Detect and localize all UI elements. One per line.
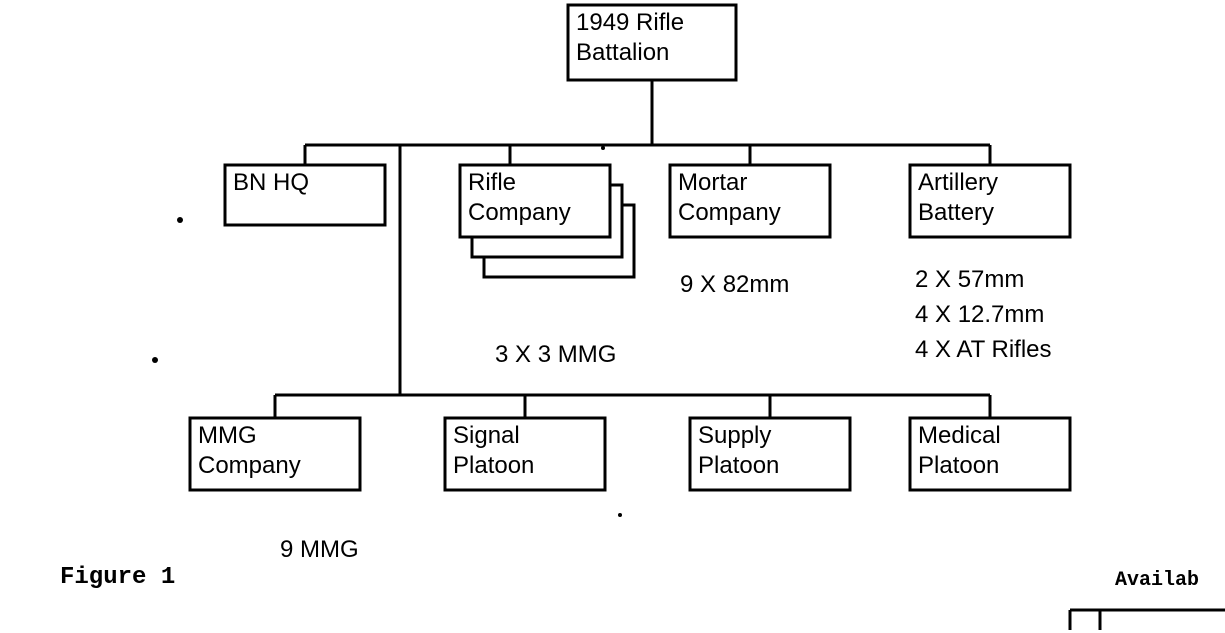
node-art-label: Battery (918, 199, 994, 226)
node-root: 1949 Rifle Battalion (568, 5, 736, 80)
node-mmg-label: Company (198, 452, 301, 479)
node-signal-label: Signal (453, 422, 520, 449)
node-mortar: Mortar Company (670, 165, 830, 237)
node-mortar-label: Company (678, 199, 781, 226)
node-art-annotation: 4 X 12.7mm (915, 301, 1044, 328)
node-mmg: MMG Company (190, 418, 360, 490)
node-art: Artillery Battery (910, 165, 1070, 237)
node-rifle-annotation: 3 X 3 MMG (495, 341, 616, 368)
figure-caption: Figure 1 (60, 564, 175, 591)
node-rifle: Rifle Company (460, 165, 634, 277)
node-supply-label: Platoon (698, 452, 779, 479)
node-bnhq-label: BN HQ (233, 169, 309, 196)
node-supply-label: Supply (698, 422, 771, 449)
node-mmg-label: MMG (198, 422, 257, 449)
node-rifle-label: Rifle (468, 169, 516, 196)
node-supply: Supply Platoon (690, 418, 850, 490)
node-medical-label: Medical (918, 422, 1001, 449)
node-rifle-label: Company (468, 199, 571, 226)
artifact-dot (618, 513, 622, 517)
node-medical-label: Platoon (918, 452, 999, 479)
node-art-annotation: 2 X 57mm (915, 266, 1024, 293)
node-signal-label: Platoon (453, 452, 534, 479)
fragment-text: Availab (1115, 569, 1199, 592)
artifact-dot (152, 357, 158, 363)
node-mmg-annotation: 9 MMG (280, 536, 359, 563)
node-art-label: Artillery (918, 169, 998, 196)
node-signal: Signal Platoon (445, 418, 605, 490)
node-mortar-label: Mortar (678, 169, 747, 196)
node-root-label: Battalion (576, 39, 669, 66)
node-mortar-annotation: 9 X 82mm (680, 271, 789, 298)
node-medical: Medical Platoon (910, 418, 1070, 490)
node-bnhq: BN HQ (225, 165, 385, 225)
artifact-dot (177, 217, 183, 223)
node-root-label: 1949 Rifle (576, 9, 684, 36)
node-art-annotation: 4 X AT Rifles (915, 336, 1052, 363)
org-chart: 1949 Rifle Battalion BN HQ Rifle Company 3 X … (0, 0, 1225, 633)
artifact-dot (601, 146, 605, 150)
